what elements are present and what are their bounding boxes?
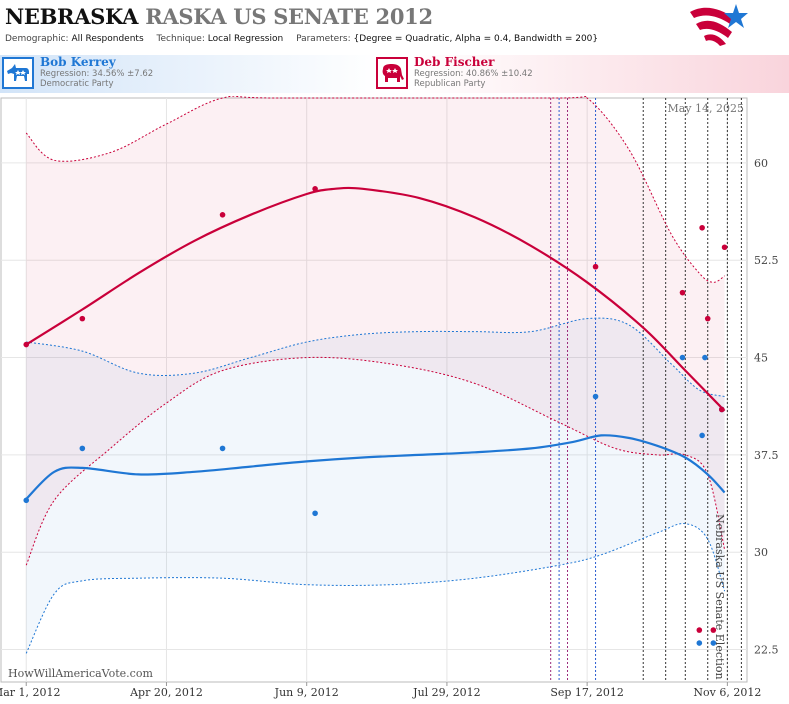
- candidate-regression: Regression: 34.56% ±7.62: [40, 69, 154, 79]
- candidate-party: Democratic Party: [40, 79, 114, 89]
- confidence-band: [26, 96, 725, 566]
- poll-point: [679, 354, 686, 361]
- regression-line: [25, 434, 726, 500]
- title-race: RASKA US SENATE 2012: [145, 4, 433, 29]
- page-title: NEBRASKA RASKA US SENATE 2012: [5, 4, 433, 29]
- lower-bound-line: [25, 523, 726, 654]
- poll-chart: 22.5 30 37.5 45 52.5 60 Mar 1, 2012 Apr 20, 201…: [0, 96, 779, 699]
- confidence-band: [26, 318, 725, 654]
- technique-label: Technique:: [156, 34, 205, 44]
- plot-frame: [0, 97, 748, 683]
- demographic-label: Demographic:: [5, 34, 69, 44]
- poll-point: [704, 315, 711, 322]
- y-tick-label: 45: [754, 352, 768, 365]
- x-tick-label: Apr 20, 2012: [129, 686, 203, 699]
- grid-layer: [0, 97, 748, 683]
- poll-point: [219, 445, 226, 452]
- poll-point: [699, 224, 705, 231]
- poll-point: [702, 354, 708, 361]
- demographic-value: All Respondents: [71, 34, 144, 44]
- candidate-regression: Regression: 40.86% ±10.42: [414, 69, 533, 79]
- candidate-kerrey: Bob Kerrey Regression: 34.56% ±7.62 Demo…: [2, 55, 302, 93]
- poll-point: [718, 406, 725, 413]
- x-tick-label: Jul 29, 2012: [412, 686, 481, 699]
- date-stamp: May 14, 2025: [667, 102, 744, 115]
- y-tick-label: 37.5: [754, 449, 779, 462]
- poll-point: [592, 393, 599, 400]
- poll-points: [23, 186, 728, 646]
- upper-bound-line: [25, 96, 725, 283]
- poll-point: [79, 315, 86, 322]
- axes: 22.5 30 37.5 45 52.5 60 Mar 1, 2012 Apr 20, 201…: [0, 157, 779, 699]
- poll-point: [79, 445, 86, 452]
- event-lines: [550, 98, 742, 682]
- y-tick-label: 60: [754, 157, 768, 170]
- candidate-legend: Bob Kerrey Regression: 34.56% ±7.62 Demo…: [0, 55, 789, 93]
- watermark: HowWillAmericaVote.com: [8, 667, 153, 680]
- technique-value: Local Regression: [207, 34, 284, 44]
- x-tick-label: Mar 1, 2012: [0, 686, 61, 699]
- candidate-fischer: Deb Fischer Regression: 40.86% ±10.42 Re…: [376, 55, 676, 93]
- elephant-icon: [376, 57, 408, 89]
- poll-point: [721, 244, 728, 251]
- parameters-value: {Degree = Quadratic, Alpha = 0.4, Bandwi…: [353, 34, 599, 44]
- poll-point: [679, 289, 686, 296]
- confidence-bands: [26, 96, 725, 654]
- poll-point: [312, 510, 318, 517]
- parameters-line: Demographic: All Respondents Technique: …: [5, 34, 598, 44]
- poll-point: [710, 627, 717, 633]
- candidate-name: Deb Fischer: [414, 55, 495, 69]
- candidate-name: Bob Kerrey: [40, 55, 116, 69]
- x-tick-label: Jun 9, 2012: [274, 686, 339, 699]
- poll-point: [312, 186, 318, 192]
- poll-point: [699, 432, 705, 439]
- poll-point: [696, 640, 703, 646]
- y-tick-label: 22.5: [754, 644, 779, 657]
- poll-point: [23, 497, 30, 504]
- site-logo: [690, 4, 748, 46]
- page-header: NEBRASKA RASKA US SENATE 2012 Demographi…: [0, 0, 789, 50]
- poll-point: [696, 627, 703, 633]
- poll-point: [23, 341, 30, 348]
- upper-bound-line: [26, 317, 725, 397]
- y-tick-label: 52.5: [754, 254, 779, 267]
- x-tick-label: Sep 17, 2012: [550, 686, 624, 699]
- regression-line: [25, 186, 726, 412]
- y-tick-label: 30: [754, 546, 768, 559]
- poll-point: [219, 212, 226, 218]
- title-state: NEBRASKA: [5, 4, 139, 29]
- poll-point: [592, 263, 599, 270]
- parameters-label: Parameters:: [296, 34, 351, 44]
- x-tick-label: Nov 6, 2012: [693, 686, 761, 699]
- event-label: Nebraska US Senate Election: [713, 514, 726, 680]
- candidate-party: Republican Party: [414, 79, 486, 89]
- regression-lines: [25, 96, 726, 654]
- donkey-icon: [2, 57, 34, 89]
- poll-point: [710, 640, 717, 646]
